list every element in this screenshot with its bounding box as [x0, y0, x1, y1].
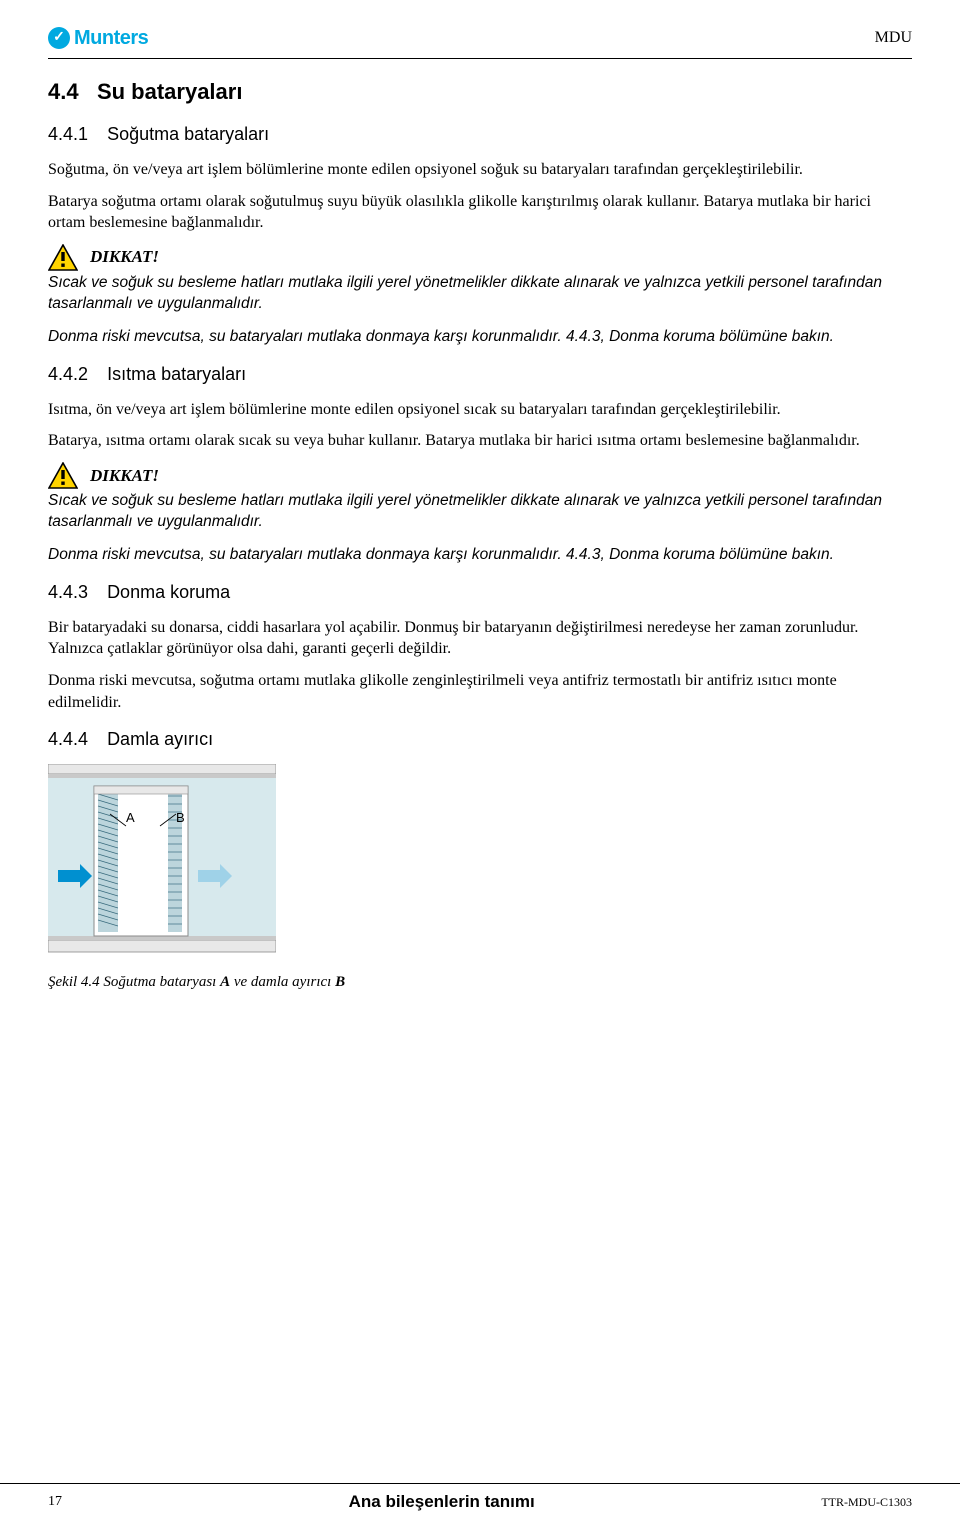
paragraph: Donma riski mevcutsa, soğutma ortamı mut… [48, 670, 912, 713]
paragraph: Isıtma, ön ve/veya art işlem bölümlerine… [48, 399, 912, 421]
warning-header: DIKKAT! [48, 462, 912, 489]
figure-label-b: B [176, 810, 185, 825]
section-title: Su bataryaları [97, 79, 243, 104]
subsection-title: Soğutma bataryaları [107, 124, 269, 144]
subsection-number: 4.4.1 [48, 124, 88, 144]
subsection-number: 4.4.2 [48, 364, 88, 384]
figure-4-4: A B Şekil 4.4 Soğutma bataryası A ve dam… [48, 764, 912, 992]
page-number: 17 [48, 1492, 62, 1512]
subsection-441: 4.4.1 Soğutma bataryaları [48, 122, 912, 147]
subsection-number: 4.4.4 [48, 729, 88, 749]
footer-title: Ana bileşenlerin tanımı [349, 1490, 535, 1514]
page-header: ✓ Munters MDU [48, 24, 912, 59]
logo-text: Munters [74, 24, 148, 52]
warning-triangle-icon [48, 244, 78, 271]
warning-label: DIKKAT! [90, 245, 159, 269]
subsection-title: Donma koruma [107, 582, 230, 602]
warning-paragraph: Donma riski mevcutsa, su bataryaları mut… [48, 545, 912, 566]
page-footer: 17 Ana bileşenlerin tanımı TTR-MDU-C1303 [0, 1483, 960, 1514]
paragraph: Bir bataryadaki su donarsa, ciddi hasarl… [48, 617, 912, 660]
subsection-444: 4.4.4 Damla ayırıcı [48, 727, 912, 752]
diagram-svg: A B [48, 764, 276, 954]
logo: ✓ Munters [48, 24, 148, 52]
paragraph: Batarya soğutma ortamı olarak soğutulmuş… [48, 191, 912, 234]
figure-label-a: A [126, 810, 135, 825]
subsection-title: Isıtma bataryaları [107, 364, 246, 384]
warning-paragraph: Sıcak ve soğuk su besleme hatları mutlak… [48, 273, 912, 315]
warning-paragraph: Sıcak ve soğuk su besleme hatları mutlak… [48, 491, 912, 533]
subsection-442: 4.4.2 Isıtma bataryaları [48, 362, 912, 387]
footer-doc-id: TTR-MDU-C1303 [821, 1494, 912, 1511]
subsection-443: 4.4.3 Donma koruma [48, 580, 912, 605]
figure-caption: Şekil 4.4 Soğutma bataryası A ve damla a… [48, 972, 912, 993]
logo-check-icon: ✓ [48, 27, 70, 49]
paragraph: Batarya, ısıtma ortamı olarak sıcak su v… [48, 430, 912, 452]
section-number: 4.4 [48, 79, 79, 104]
warning-triangle-icon [48, 462, 78, 489]
warning-header: DIKKAT! [48, 244, 912, 271]
warning-label: DIKKAT! [90, 464, 159, 488]
subsection-title: Damla ayırıcı [107, 729, 213, 749]
paragraph: Soğutma, ön ve/veya art işlem bölümlerin… [48, 159, 912, 181]
warning-paragraph: Donma riski mevcutsa, su bataryaları mut… [48, 327, 912, 348]
doc-code: MDU [875, 27, 912, 49]
subsection-number: 4.4.3 [48, 582, 88, 602]
section-heading: 4.4 Su bataryaları [48, 77, 912, 108]
page-content: 4.4 Su bataryaları 4.4.1 Soğutma batarya… [48, 77, 912, 1067]
